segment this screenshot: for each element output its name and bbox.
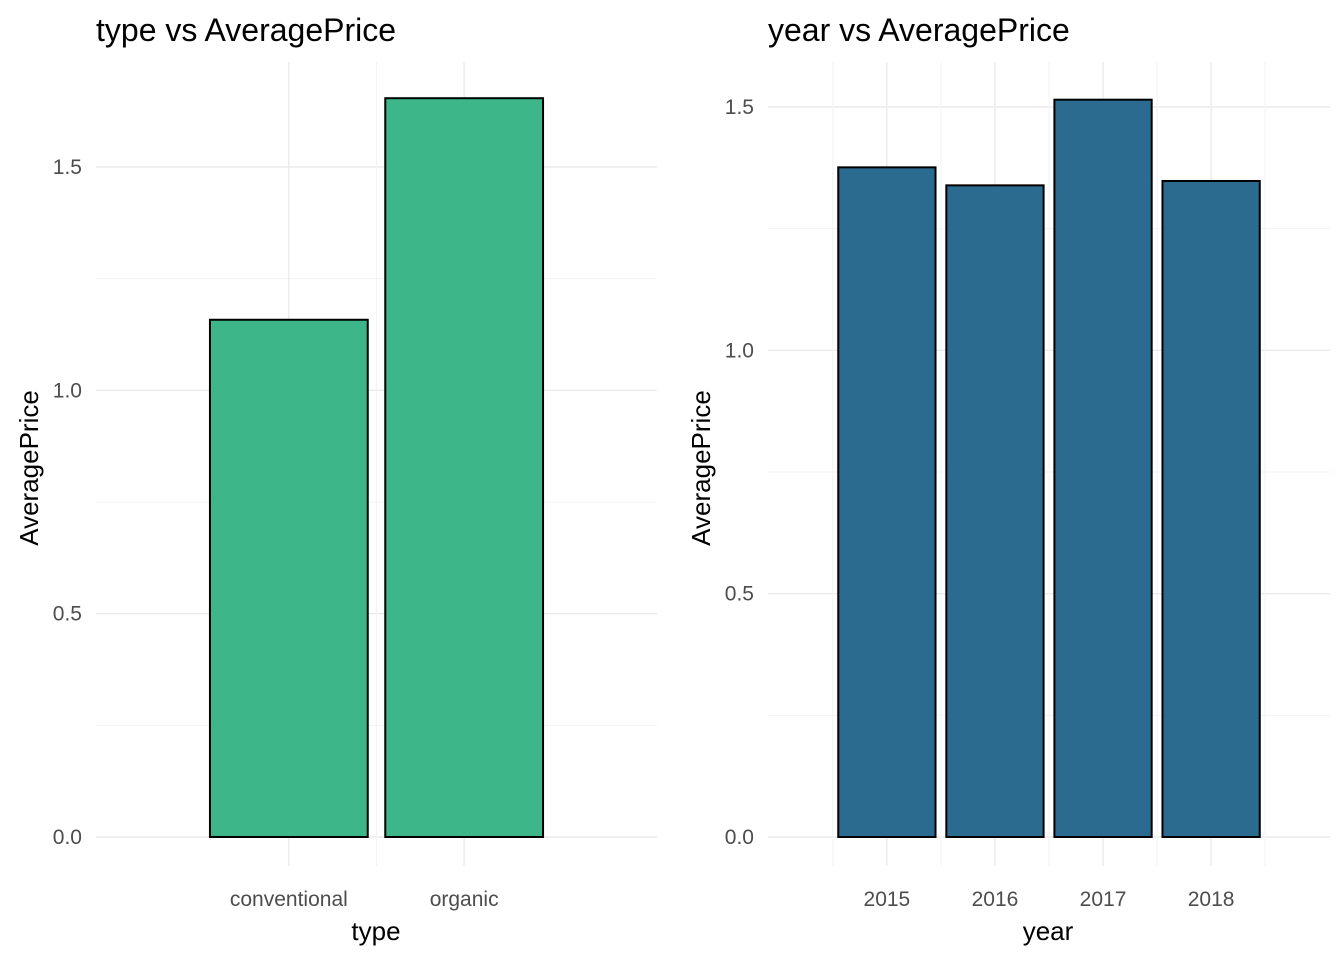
panel-type-vs-averageprice: type vs AveragePrice AveragePrice type 0… [14,12,657,946]
bar-2017 [1053,98,1153,838]
chart-title: type vs AveragePrice [96,12,396,48]
x-axis-title: type [351,916,400,946]
y-tick-label: 1.5 [53,156,82,179]
panel-year-vs-averageprice: year vs AveragePrice AveragePrice year 0… [686,12,1330,946]
chart-title: year vs AveragePrice [768,12,1070,48]
bar-2018 [1161,179,1261,838]
x-tick-label: 2017 [1080,888,1127,911]
x-tick-label: 2016 [972,888,1019,911]
y-tick-label: 1.5 [725,96,754,119]
bar-conventional [208,318,369,838]
y-tick-label: 0.5 [725,583,754,606]
x-tick-label: 2015 [864,888,911,911]
bar-2015 [837,166,937,838]
y-tick-label: 1.0 [725,339,754,362]
bar-2016 [945,184,1045,838]
grid [96,62,657,866]
y-tick-label: 0.0 [53,826,82,849]
x-tick-label: 2018 [1188,888,1235,911]
x-tick-label: conventional [230,888,348,911]
x-tick-label: organic [430,888,499,911]
x-axis-title: year [1023,916,1074,946]
y-tick-label: 1.0 [53,379,82,402]
y-axis-title: AveragePrice [14,390,44,546]
y-tick-label: 0.0 [725,826,754,849]
bar-organic [384,97,545,839]
y-tick-label: 0.5 [53,603,82,626]
y-axis-title: AveragePrice [686,390,716,546]
